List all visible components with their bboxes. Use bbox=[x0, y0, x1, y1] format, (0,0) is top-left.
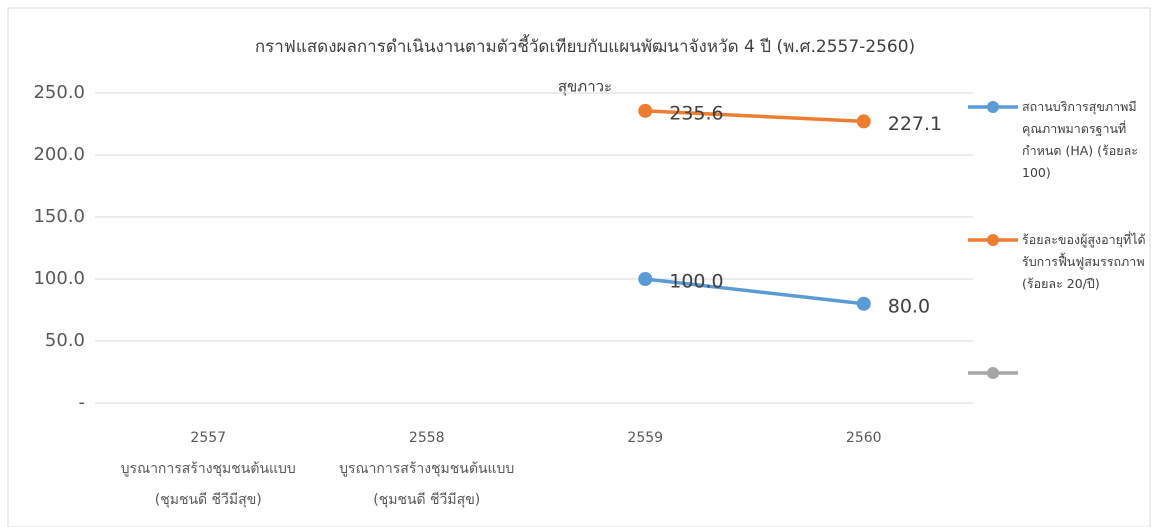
x-tick-label: บูรณาการสร้างชุมชนต้นแบบ bbox=[339, 461, 514, 477]
chart-frame bbox=[7, 7, 1151, 527]
x-tick-label: บูรณาการสร้างชุมชนต้นแบบ bbox=[121, 461, 296, 477]
y-tick-label: 250.0 bbox=[33, 82, 85, 103]
legend-marker bbox=[987, 234, 999, 246]
data-point bbox=[638, 272, 653, 286]
series-line bbox=[645, 109, 864, 124]
chart-subtitle: สุขภาวะ bbox=[558, 78, 612, 97]
x-tick-label: (ชุมชนดี ชีวีมีสุข) bbox=[373, 492, 480, 508]
data-label: 235.6 bbox=[669, 102, 723, 124]
y-tick-label: 50.0 bbox=[45, 330, 85, 351]
data-label: 227.1 bbox=[888, 113, 942, 135]
chart-title: กราฟแสดงผลการดำเนินงานตามตัวชี้วัดเทียบก… bbox=[255, 34, 915, 57]
y-tick-label: - bbox=[79, 392, 86, 413]
x-tick-label: 2559 bbox=[627, 430, 663, 446]
x-tick-label: (ชุมชนดี ชีวีมีสุข) bbox=[155, 492, 262, 508]
y-tick-label: 100.0 bbox=[33, 268, 85, 289]
x-tick-label: 2557 bbox=[190, 430, 226, 446]
data-label: 80.0 bbox=[888, 295, 930, 317]
legend-label: ร้อยละของผู้สูงอายุที่ได้รับการฟื้นฟูสมร… bbox=[1022, 232, 1146, 291]
x-tick-label: 2558 bbox=[409, 430, 445, 446]
y-tick-label: 200.0 bbox=[33, 144, 85, 165]
legend-marker bbox=[987, 367, 999, 379]
x-tick-label: 2560 bbox=[846, 430, 882, 446]
data-point bbox=[856, 296, 871, 311]
y-tick-label: 150.0 bbox=[33, 206, 85, 227]
data-point bbox=[856, 114, 871, 129]
series-line bbox=[645, 277, 864, 306]
data-label: 100.0 bbox=[669, 271, 723, 293]
legend-marker bbox=[987, 101, 999, 113]
legend-label: สถานบริการสุขภาพมีคุณภาพมาตรฐานที่กำหนด … bbox=[1022, 99, 1138, 180]
data-point bbox=[638, 103, 653, 118]
